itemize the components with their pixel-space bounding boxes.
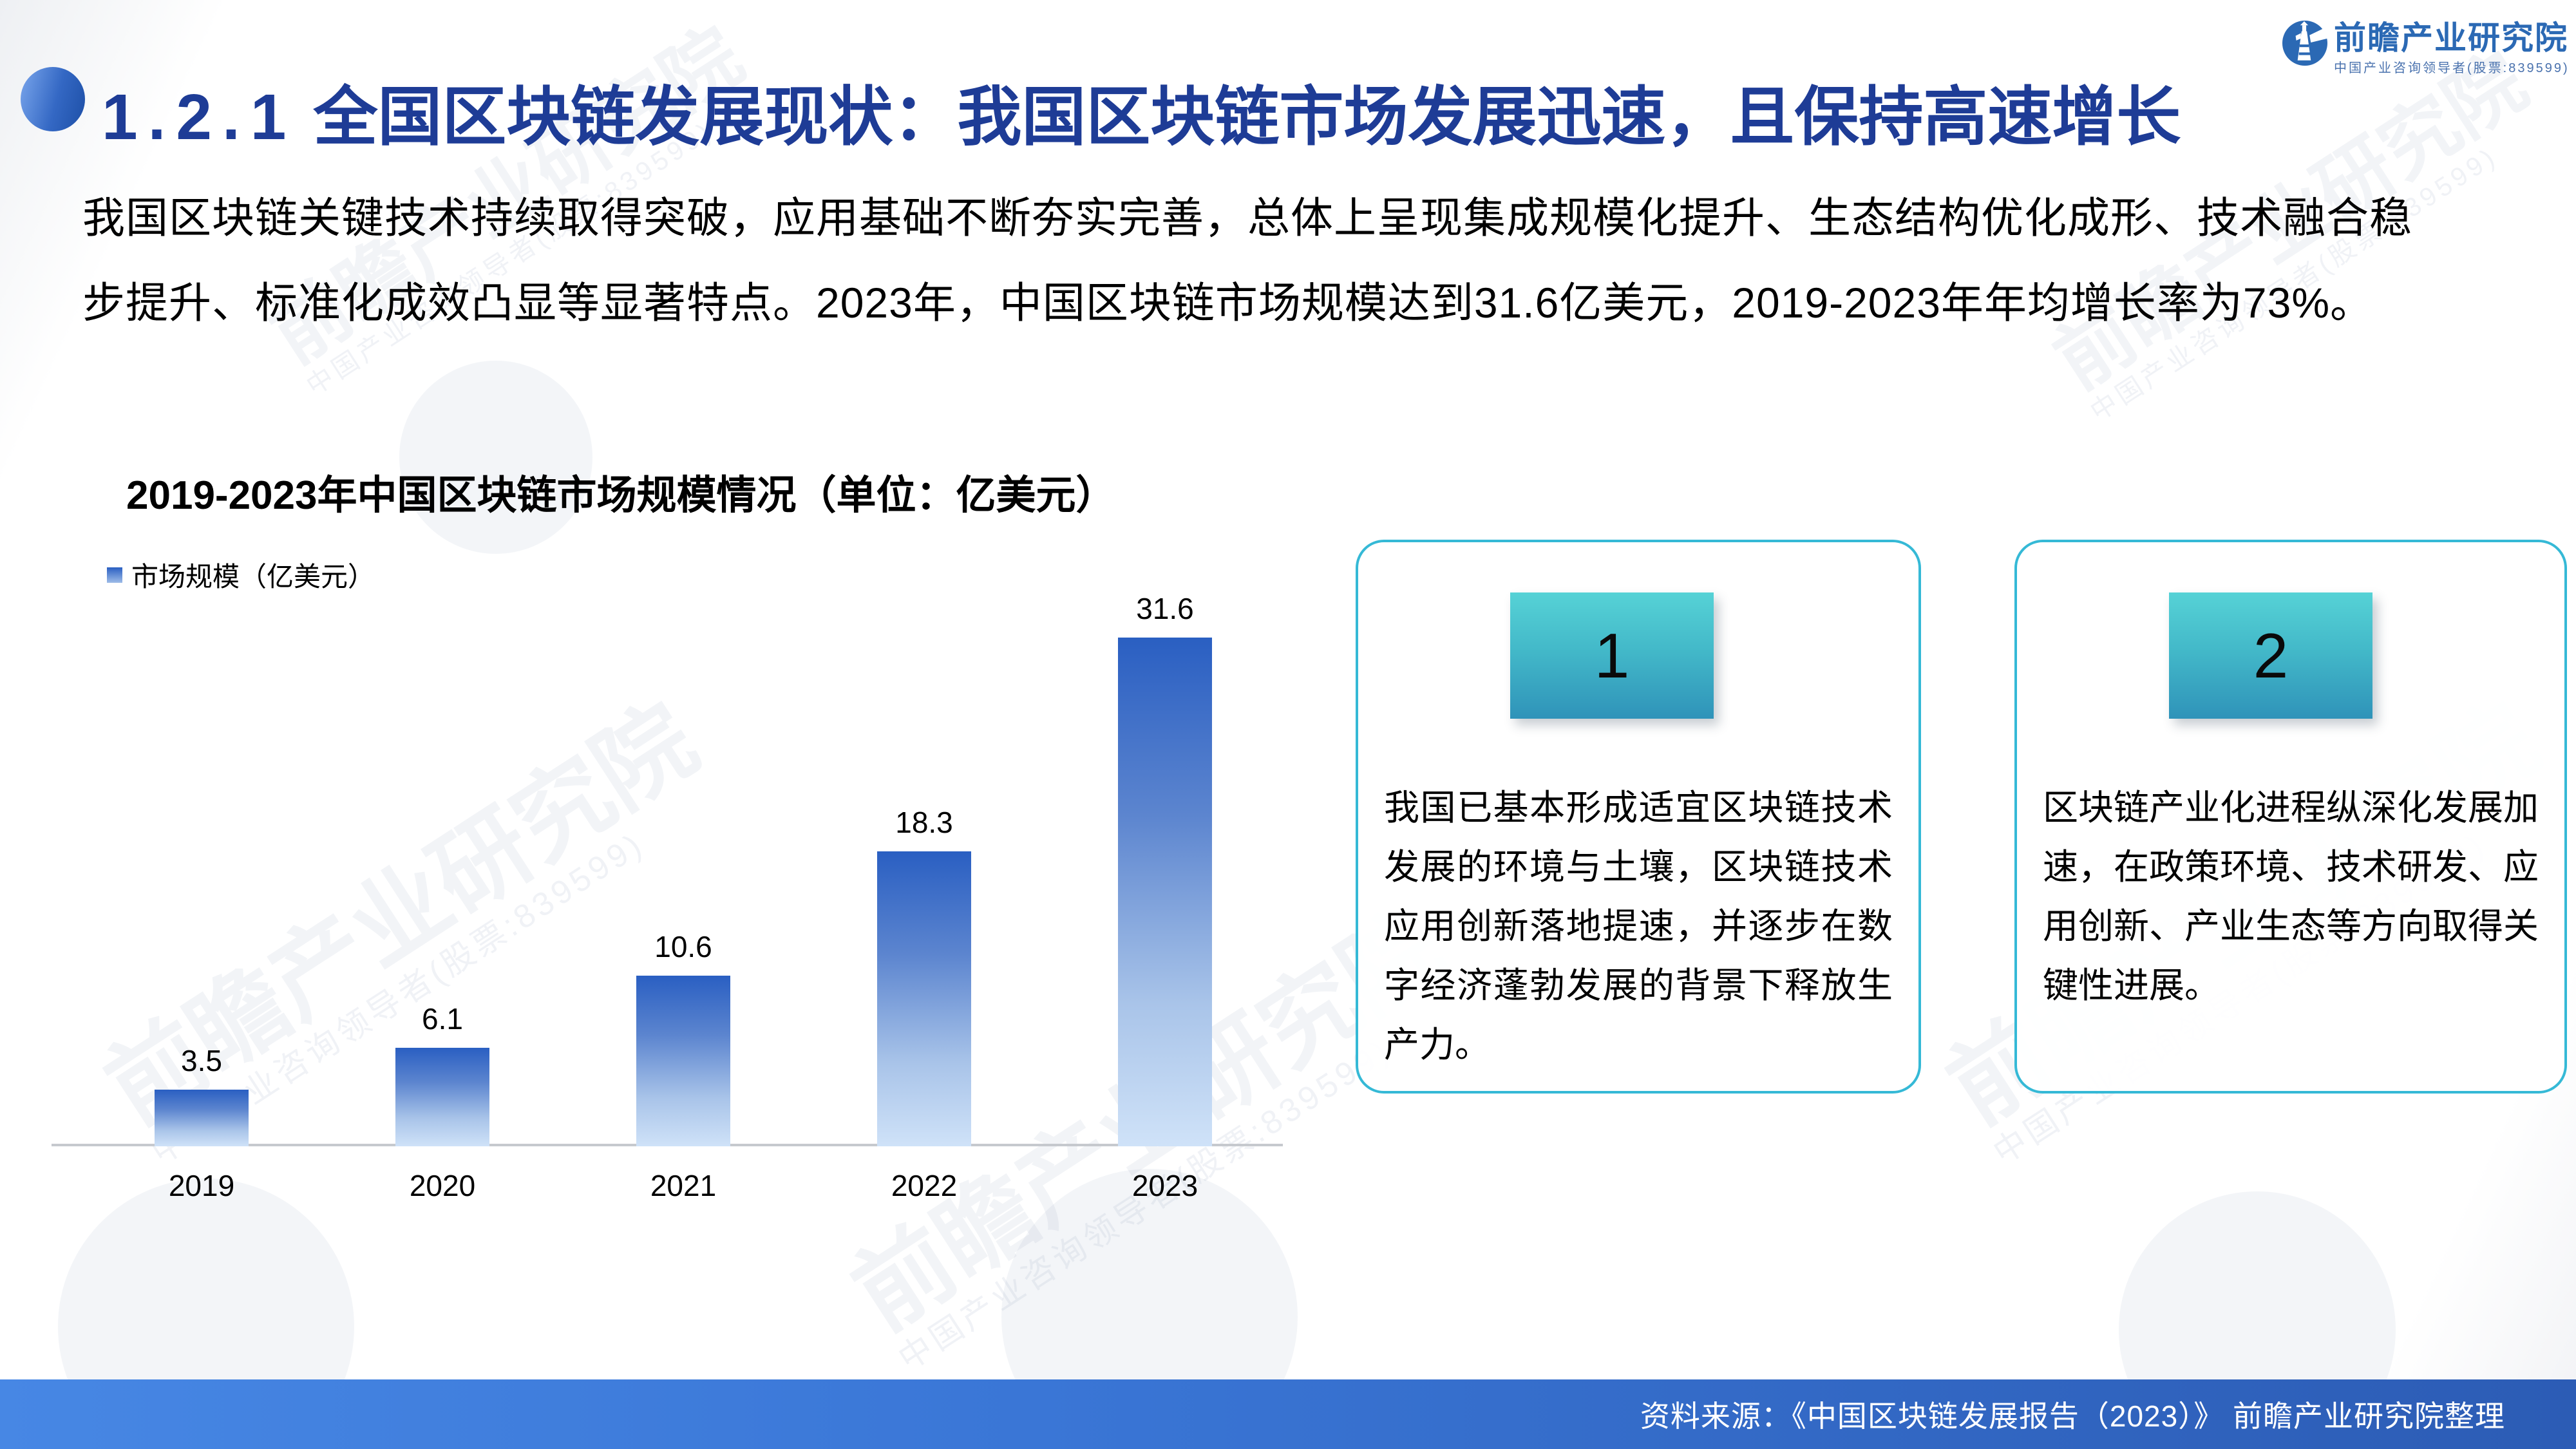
watermark-circle-4 xyxy=(399,361,592,554)
title-bullet-icon xyxy=(21,67,85,131)
company-logo: 前瞻产业研究院 中国产业咨询领导者(股票:839599) xyxy=(2282,21,2570,76)
bar-value-2022: 18.3 xyxy=(895,806,953,839)
page-title: 1.2.1 全国区块链发展现状：我国区块链市场发展迅速，且保持高速增长 xyxy=(102,64,2181,158)
bar-value-2021: 10.6 xyxy=(654,930,712,963)
x-label-2019: 2019 xyxy=(168,1169,235,1202)
bar-plot: 3.5 2019 6.1 2020 10.6 2021 18.3 2022 31.6 2023 xyxy=(52,580,1283,1224)
x-label-2023: 2023 xyxy=(1132,1169,1198,1202)
bar-2019 xyxy=(155,1090,249,1146)
card-1-number-plate: 1 xyxy=(1510,592,1714,719)
page-title-text: 全国区块链发展现状：我国区块链市场发展迅速，且保持高速增长 xyxy=(313,81,2181,153)
legend-swatch-icon xyxy=(107,567,122,583)
x-label-2020: 2020 xyxy=(409,1169,476,1202)
bar-value-2019: 3.5 xyxy=(181,1044,222,1077)
card-2-number-plate: 2 xyxy=(2169,592,2372,719)
bar-value-2023: 31.6 xyxy=(1136,592,1194,625)
card-2: 2 区块链产业化进程纵深化发展加速，在政策环境、技术研发、应用创新、产业生态等方… xyxy=(2014,540,2567,1094)
card-2-text: 区块链产业化进程纵深化发展加速，在政策环境、技术研发、应用创新、产业生态等方向取… xyxy=(2043,788,2539,1005)
x-label-2022: 2022 xyxy=(891,1169,958,1202)
footer-bar: 资料来源：《中国区块链发展报告（2023）》 前瞻产业研究院整理 xyxy=(0,1379,2576,1449)
legend-label: 市场规模（亿美元） xyxy=(131,562,375,592)
chart-legend: 市场规模（亿美元） xyxy=(107,555,375,594)
intro-line-1: 我国区块链关键技术持续取得突破，应用基础不断夯实完善，总体上呈现集成规模化提升、… xyxy=(82,194,2412,242)
intro-line-2: 步提升、标准化成效凸显等显著特点。2023年，中国区块链市场规模达到31.6亿美… xyxy=(82,279,2374,327)
logo-name: 前瞻产业研究院 xyxy=(2334,20,2568,56)
bar-2020 xyxy=(395,1048,489,1146)
intro-paragraph: 我国区块链关键技术持续取得突破，应用基础不断夯实完善，总体上呈现集成规模化提升、… xyxy=(82,175,2412,345)
lighthouse-logo-icon xyxy=(2282,21,2327,66)
chart-title: 2019-2023年中国区块链市场规模情况（单位：亿美元） xyxy=(126,473,1116,518)
x-label-2021: 2021 xyxy=(650,1169,717,1202)
bar-2023 xyxy=(1118,638,1212,1146)
bar-2021 xyxy=(636,976,730,1146)
bar-2022 xyxy=(877,851,971,1146)
bar-value-2020: 6.1 xyxy=(422,1002,463,1036)
logo-tagline: 中国产业咨询领导者(股票:839599) xyxy=(2334,61,2570,75)
page-title-number: 1.2.1 xyxy=(102,81,297,153)
source-note: 资料来源：《中国区块链发展报告（2023）》 前瞻产业研究院整理 xyxy=(1640,1399,2505,1433)
card-1: 1 我国已基本形成适宜区块链技术发展的环境与土壤，区块链技术应用创新落地提速，并… xyxy=(1356,540,1921,1094)
card-1-text: 我国已基本形成适宜区块链技术发展的环境与土壤，区块链技术应用创新落地提速，并逐步… xyxy=(1384,788,1893,1065)
